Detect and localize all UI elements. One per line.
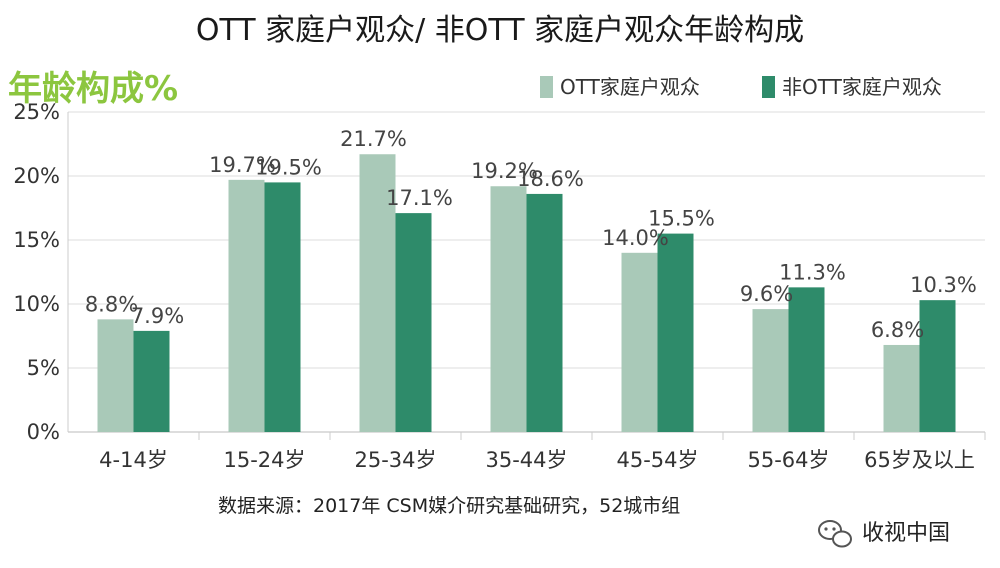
value-label-ott: 6.8%: [871, 318, 924, 342]
y-tick-label: 5%: [27, 356, 60, 380]
y-tick-label: 20%: [13, 164, 60, 188]
watermark: 收视中国: [818, 520, 950, 548]
value-label-ott: 19.2%: [471, 159, 538, 183]
legend-swatch-ott: [540, 76, 553, 98]
y-tick-label: 25%: [13, 100, 60, 124]
bar-non-ott: [264, 182, 301, 432]
bar-ott: [228, 179, 265, 432]
value-label-ott: 14.0%: [602, 226, 669, 250]
value-label-non-ott: 11.3%: [779, 260, 846, 284]
x-category-label: 45-54岁: [616, 448, 698, 472]
bar-non-ott: [657, 233, 694, 432]
bar-ott: [359, 154, 396, 433]
bar-non-ott: [526, 193, 563, 432]
bar-ott: [883, 344, 920, 432]
y-tick-label: 0%: [27, 420, 60, 444]
watermark-text: 收视中国: [862, 521, 950, 546]
value-label-ott: 8.8%: [85, 292, 138, 316]
bar-ott: [490, 186, 527, 432]
wechat-icon: [818, 520, 852, 548]
x-category-label: 4-14岁: [99, 448, 168, 472]
x-category-label: 35-44岁: [485, 448, 567, 472]
legend-label-ott: OTT家庭户观众: [560, 75, 700, 99]
y-axis-label: 年龄构成%: [8, 69, 178, 109]
value-label-non-ott: 18.6%: [517, 167, 584, 191]
bar-non-ott: [133, 330, 170, 432]
legend: OTT家庭户观众 非OTT家庭户观众: [540, 75, 942, 99]
legend-label-non-ott: 非OTT家庭户观众: [782, 75, 942, 99]
bar-non-ott: [788, 287, 825, 432]
x-category-label: 65岁及以上: [864, 448, 975, 472]
value-label-non-ott: 10.3%: [910, 273, 977, 297]
y-axis-ticks: 0% 5% 10% 15% 20% 25%: [13, 100, 60, 444]
y-tick-label: 10%: [13, 292, 60, 316]
value-labels: 8.8%7.9% 19.7%19.5% 21.7% 17.1% 19.2%18.6% 14…: [85, 127, 977, 342]
chart-title: OTT 家庭户观众/ 非OTT 家庭户观众年龄构成: [196, 13, 804, 48]
value-label-non-ott: 7.9%: [131, 304, 184, 328]
bar-non-ott: [919, 300, 956, 432]
data-source-note: 数据来源：2017年 CSM媒介研究基础研究，52城市组: [218, 495, 680, 517]
value-label-ott: 21.7%: [340, 127, 407, 151]
bar-ott: [97, 319, 134, 432]
value-label-non-ott: 17.1%: [386, 186, 453, 210]
x-category-label: 55-64岁: [747, 448, 829, 472]
bar-non-ott: [395, 213, 432, 432]
x-category-label: 15-24岁: [223, 448, 305, 472]
value-label-non-ott: 15.5%: [648, 207, 715, 231]
value-label-non-ott: 19.5%: [255, 155, 322, 179]
legend-swatch-non-ott: [762, 76, 775, 98]
bar-ott: [752, 309, 789, 432]
x-category-label: 25-34岁: [354, 448, 436, 472]
bars: [97, 154, 956, 433]
x-axis-categories: 4-14岁 15-24岁 25-34岁 35-44岁 45-54岁 55-64岁 65岁及以…: [99, 448, 975, 472]
y-tick-label: 15%: [13, 228, 60, 252]
value-label-ott: 9.6%: [740, 282, 793, 306]
value-label-ott: 19.7%: [209, 153, 276, 177]
bar-ott: [621, 252, 658, 432]
